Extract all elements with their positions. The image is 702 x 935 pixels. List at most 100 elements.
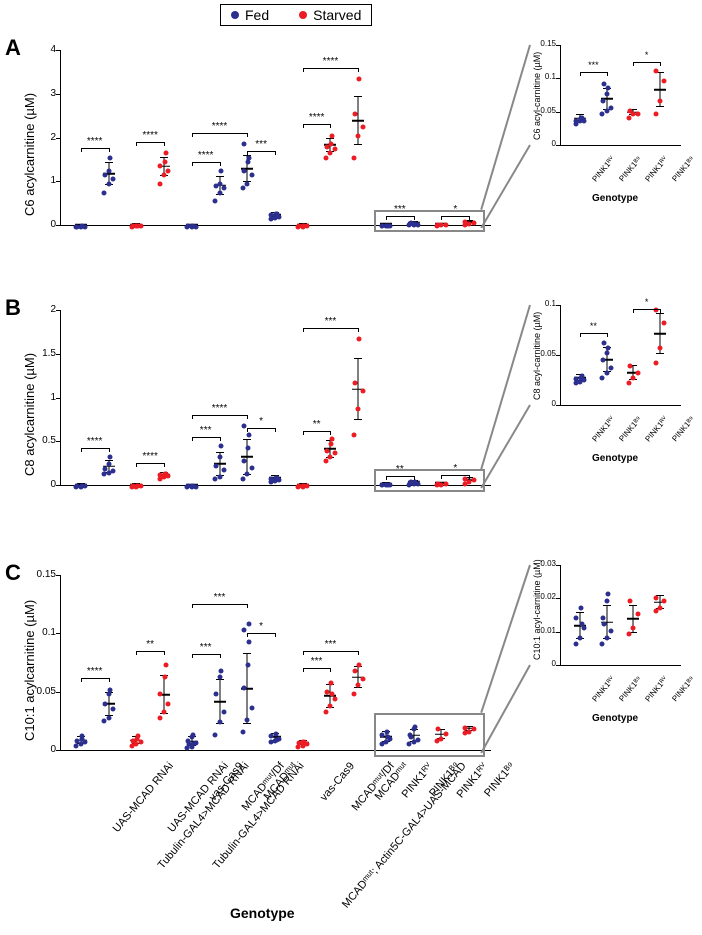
mean-bar	[214, 701, 226, 703]
x-axis-title: Genotype	[592, 453, 638, 464]
error-cap	[243, 653, 251, 654]
significance-cap	[633, 62, 634, 66]
significance-line	[303, 68, 358, 69]
data-point	[245, 717, 250, 722]
data-point	[662, 598, 667, 603]
data-point	[213, 463, 218, 468]
data-point	[217, 720, 222, 725]
significance-cap	[330, 124, 331, 128]
x-tick-label: UAS-MCAD RNAi	[110, 760, 175, 835]
y-axis-title: C6 acylcarnitine (µM)	[22, 93, 37, 216]
y-tick-mark	[556, 632, 560, 633]
significance-cap	[192, 604, 193, 608]
data-point	[626, 380, 631, 385]
error-cap	[354, 144, 362, 145]
y-tick-label: 0.15	[534, 39, 556, 48]
y-tick-label: 0.1	[534, 72, 556, 81]
data-point	[246, 622, 251, 627]
x-tick-label: PINK1ᴮ⁹	[670, 415, 696, 444]
significance-line	[303, 651, 358, 652]
data-point	[606, 345, 611, 350]
data-point	[138, 740, 143, 745]
data-point	[107, 692, 112, 697]
significance-cap	[109, 678, 110, 682]
significance-line	[247, 151, 275, 152]
y-tick-mark	[556, 305, 560, 306]
mean-bar	[627, 618, 639, 620]
data-point	[635, 370, 640, 375]
data-point	[80, 734, 85, 739]
significance-cap	[358, 68, 359, 72]
data-point	[609, 628, 614, 633]
data-point	[80, 224, 85, 229]
panel-letter: A	[5, 35, 21, 61]
data-point	[631, 625, 636, 630]
data-point	[600, 98, 605, 103]
x-tick-label: PINK1ᴮ⁹	[617, 155, 643, 184]
y-axis-title: C10:1 acylcarnitine (µM)	[22, 600, 37, 741]
data-point	[245, 446, 250, 451]
y-tick-label: 0.5	[28, 435, 56, 446]
data-point	[110, 177, 115, 182]
data-point	[221, 186, 226, 191]
data-point	[163, 471, 168, 476]
data-point	[240, 186, 245, 191]
error-cap	[576, 612, 584, 613]
x-tick-label: PINK1ᴮ⁹	[617, 415, 643, 444]
significance-label: ***	[588, 60, 599, 70]
data-point	[579, 622, 584, 627]
data-point	[604, 635, 609, 640]
data-point	[246, 639, 251, 644]
significance-label: ****	[212, 121, 228, 132]
data-point	[162, 709, 167, 714]
significance-line	[303, 328, 358, 329]
significance-cap	[192, 654, 193, 658]
significance-line	[192, 604, 247, 605]
data-point	[213, 692, 218, 697]
data-point	[166, 701, 171, 706]
data-point	[249, 173, 254, 178]
data-point	[191, 484, 196, 489]
data-point	[324, 459, 329, 464]
data-point	[102, 190, 107, 195]
significance-cap	[192, 437, 193, 441]
data-point	[330, 692, 335, 697]
data-point	[329, 441, 334, 446]
data-point	[219, 443, 224, 448]
data-point	[658, 98, 663, 103]
data-point	[110, 468, 115, 473]
y-tick-mark	[556, 45, 560, 46]
error-cap	[243, 723, 251, 724]
y-tick-label: 0	[28, 479, 56, 490]
significance-label: ****	[198, 150, 214, 161]
data-point	[600, 642, 605, 647]
significance-cap	[220, 437, 221, 441]
significance-label: ***	[325, 639, 337, 650]
data-point	[352, 111, 357, 116]
y-tick-mark	[56, 398, 60, 399]
data-point	[240, 729, 245, 734]
significance-cap	[81, 678, 82, 682]
significance-label: ****	[87, 436, 103, 447]
significance-line	[192, 654, 220, 655]
significance-line	[192, 437, 220, 438]
error-cap	[354, 96, 362, 97]
plot-area	[60, 50, 491, 226]
x-tick-label: PINK1ᴿⱽ	[644, 415, 670, 444]
y-tick-mark	[56, 94, 60, 95]
data-point	[217, 475, 222, 480]
y-tick-mark	[556, 355, 560, 356]
data-point	[108, 454, 113, 459]
significance-label: ***	[200, 425, 212, 436]
data-point	[242, 424, 247, 429]
data-point	[324, 155, 329, 160]
significance-cap	[247, 604, 248, 608]
y-tick-mark	[56, 633, 60, 634]
significance-label: **	[146, 639, 154, 650]
data-point	[631, 375, 636, 380]
data-point	[605, 598, 610, 603]
significance-cap	[164, 463, 165, 467]
data-point	[360, 389, 365, 394]
data-point	[246, 155, 251, 160]
data-point	[609, 365, 614, 370]
